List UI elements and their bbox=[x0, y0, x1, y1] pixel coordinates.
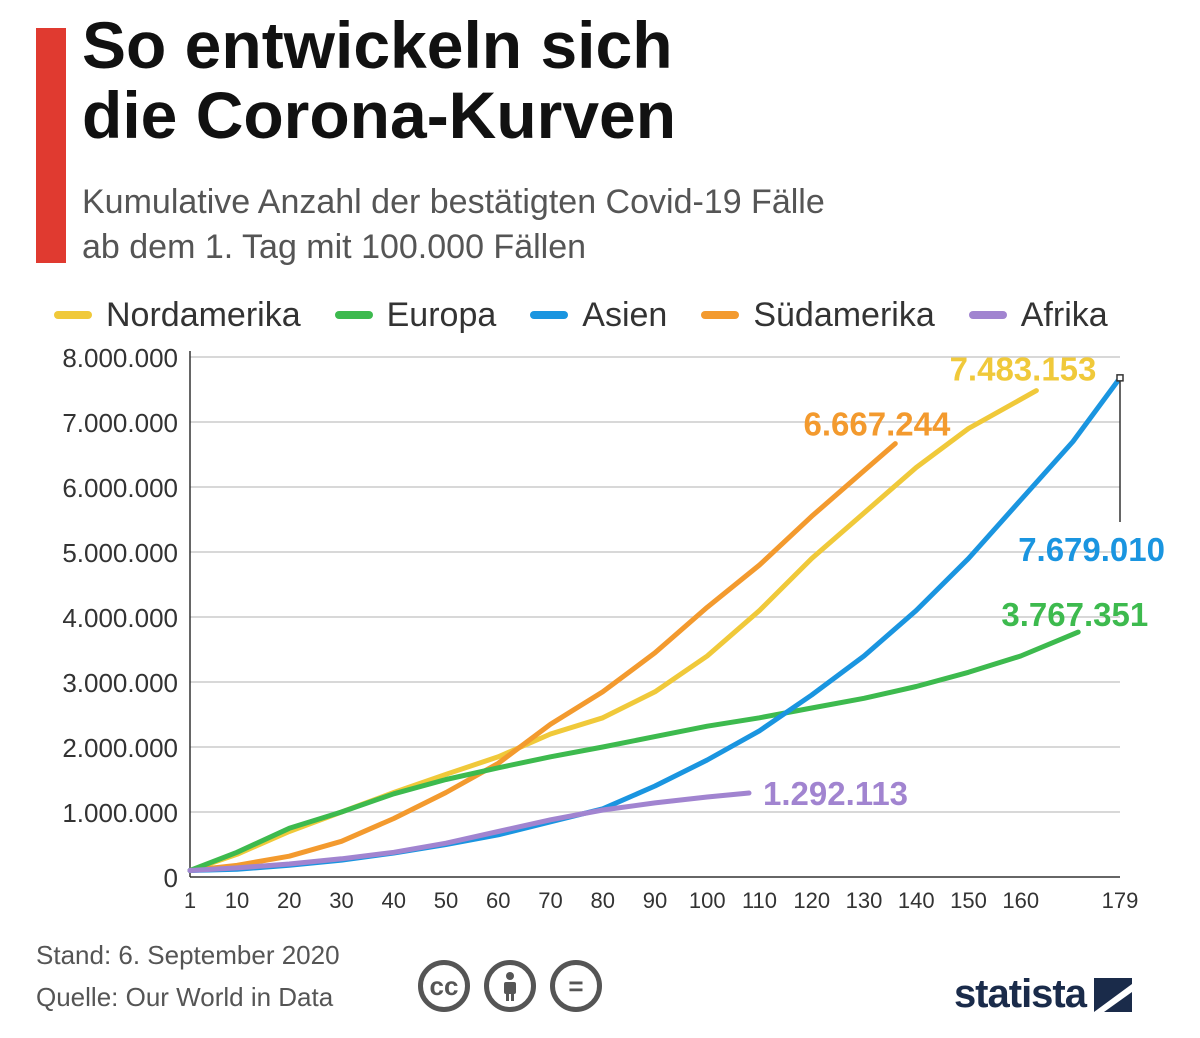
equals-icon-label: = bbox=[568, 970, 584, 1001]
chart-subtitle: Kumulative Anzahl der bestätigten Covid-… bbox=[82, 180, 1162, 270]
y-tick-label: 0 bbox=[164, 863, 178, 893]
x-tick-label: 90 bbox=[643, 888, 667, 913]
accent-bar bbox=[36, 28, 66, 263]
y-tick-label: 7.000.000 bbox=[62, 408, 178, 438]
cc-icon: cc bbox=[418, 960, 470, 1012]
end-label-asien: 7.679.010 bbox=[1018, 531, 1165, 568]
x-tick-label: 110 bbox=[742, 888, 777, 913]
series-line-europa bbox=[187, 629, 1081, 873]
x-tick-label: 1 bbox=[184, 888, 196, 913]
legend-swatch-europa bbox=[334, 311, 373, 319]
y-tick-label: 5.000.000 bbox=[62, 538, 178, 568]
legend-item-asien: Asien bbox=[530, 296, 667, 335]
series-line-afrika bbox=[187, 790, 752, 873]
cc-icon-label: cc bbox=[429, 970, 459, 1001]
y-tick-label: 3.000.000 bbox=[62, 668, 178, 698]
title-line-1: So entwickeln sich bbox=[82, 8, 673, 82]
legend-label-asien: Asien bbox=[582, 295, 668, 334]
y-tick-label: 6.000.000 bbox=[62, 473, 178, 503]
x-tick-label: 50 bbox=[434, 888, 458, 913]
legend-label-europa: Europa bbox=[386, 295, 497, 334]
statista-mark-icon bbox=[1094, 977, 1132, 1012]
brand-name: statista bbox=[953, 972, 1087, 1016]
x-tick-label: 70 bbox=[538, 888, 562, 913]
person-icon bbox=[484, 960, 536, 1012]
subtitle-line-2: ab dem 1. Tag mit 100.000 Fällen bbox=[82, 228, 587, 266]
series-line-nordamerika bbox=[187, 388, 1039, 873]
no-derivatives-icon: = bbox=[550, 960, 602, 1012]
y-tick-label: 8.000.000 bbox=[62, 343, 178, 373]
x-tick-label: 20 bbox=[277, 888, 301, 913]
legend-label-südamerika: Südamerika bbox=[753, 295, 935, 334]
y-tick-label: 4.000.000 bbox=[62, 603, 178, 633]
x-tick-label: 179 bbox=[1102, 888, 1139, 913]
chart-legend: Nordamerika Europa Asien Südamerika Afrika bbox=[54, 294, 1142, 336]
x-tick-label: 100 bbox=[689, 888, 726, 913]
x-tick-label: 120 bbox=[793, 888, 830, 913]
subtitle-line-1: Kumulative Anzahl der bestätigten Covid-… bbox=[82, 183, 825, 221]
asien-end-marker bbox=[1116, 374, 1124, 382]
chart-title: So entwickeln sich die Corona-Kurven bbox=[82, 10, 1162, 150]
x-tick-label: 30 bbox=[329, 888, 353, 913]
x-tick-label: 160 bbox=[1002, 888, 1039, 913]
end-label-afrika: 1.292.113 bbox=[763, 775, 908, 812]
legend-item-europa: Europa bbox=[334, 295, 497, 335]
series-line-asien bbox=[187, 375, 1123, 873]
legend-swatch-nordamerika bbox=[54, 311, 92, 319]
title-line-2: die Corona-Kurven bbox=[82, 78, 677, 152]
legend-swatch-südamerika bbox=[701, 311, 740, 319]
legend-swatch-asien bbox=[530, 311, 569, 319]
y-tick-label: 2.000.000 bbox=[62, 733, 178, 763]
legend-swatch-afrika bbox=[968, 311, 1007, 319]
x-tick-label: 130 bbox=[846, 888, 883, 913]
legend-item-südamerika: Südamerika bbox=[701, 295, 935, 335]
end-label-nordamerika: 7.483.153 bbox=[950, 351, 1097, 388]
x-tick-label: 80 bbox=[591, 888, 615, 913]
x-tick-label: 60 bbox=[486, 888, 510, 913]
legend-item-afrika: Afrika bbox=[968, 295, 1108, 335]
person-icon-glyph bbox=[504, 972, 516, 1001]
x-tick-label: 40 bbox=[382, 888, 406, 913]
series-line-südamerika bbox=[187, 441, 898, 873]
source-text: Quelle: Our World in Data bbox=[36, 982, 334, 1012]
x-tick-label: 150 bbox=[950, 888, 987, 913]
footer-source: Stand: 6. September 2020 Quelle: Our Wor… bbox=[36, 934, 340, 1018]
x-tick-label: 10 bbox=[225, 888, 249, 913]
license-icons: cc = bbox=[418, 960, 616, 1012]
end-label-europa: 3.767.351 bbox=[1001, 596, 1148, 633]
stand-text: Stand: 6. September 2020 bbox=[36, 940, 340, 970]
end-label-südamerika: 6.667.244 bbox=[804, 406, 951, 443]
legend-item-nordamerika: Nordamerika bbox=[54, 296, 301, 335]
legend-label-nordamerika: Nordamerika bbox=[106, 295, 301, 334]
y-tick-label: 1.000.000 bbox=[62, 798, 178, 828]
statista-logo[interactable]: statista bbox=[954, 972, 1132, 1017]
legend-label-afrika: Afrika bbox=[1020, 295, 1108, 334]
x-tick-label: 140 bbox=[898, 888, 935, 913]
